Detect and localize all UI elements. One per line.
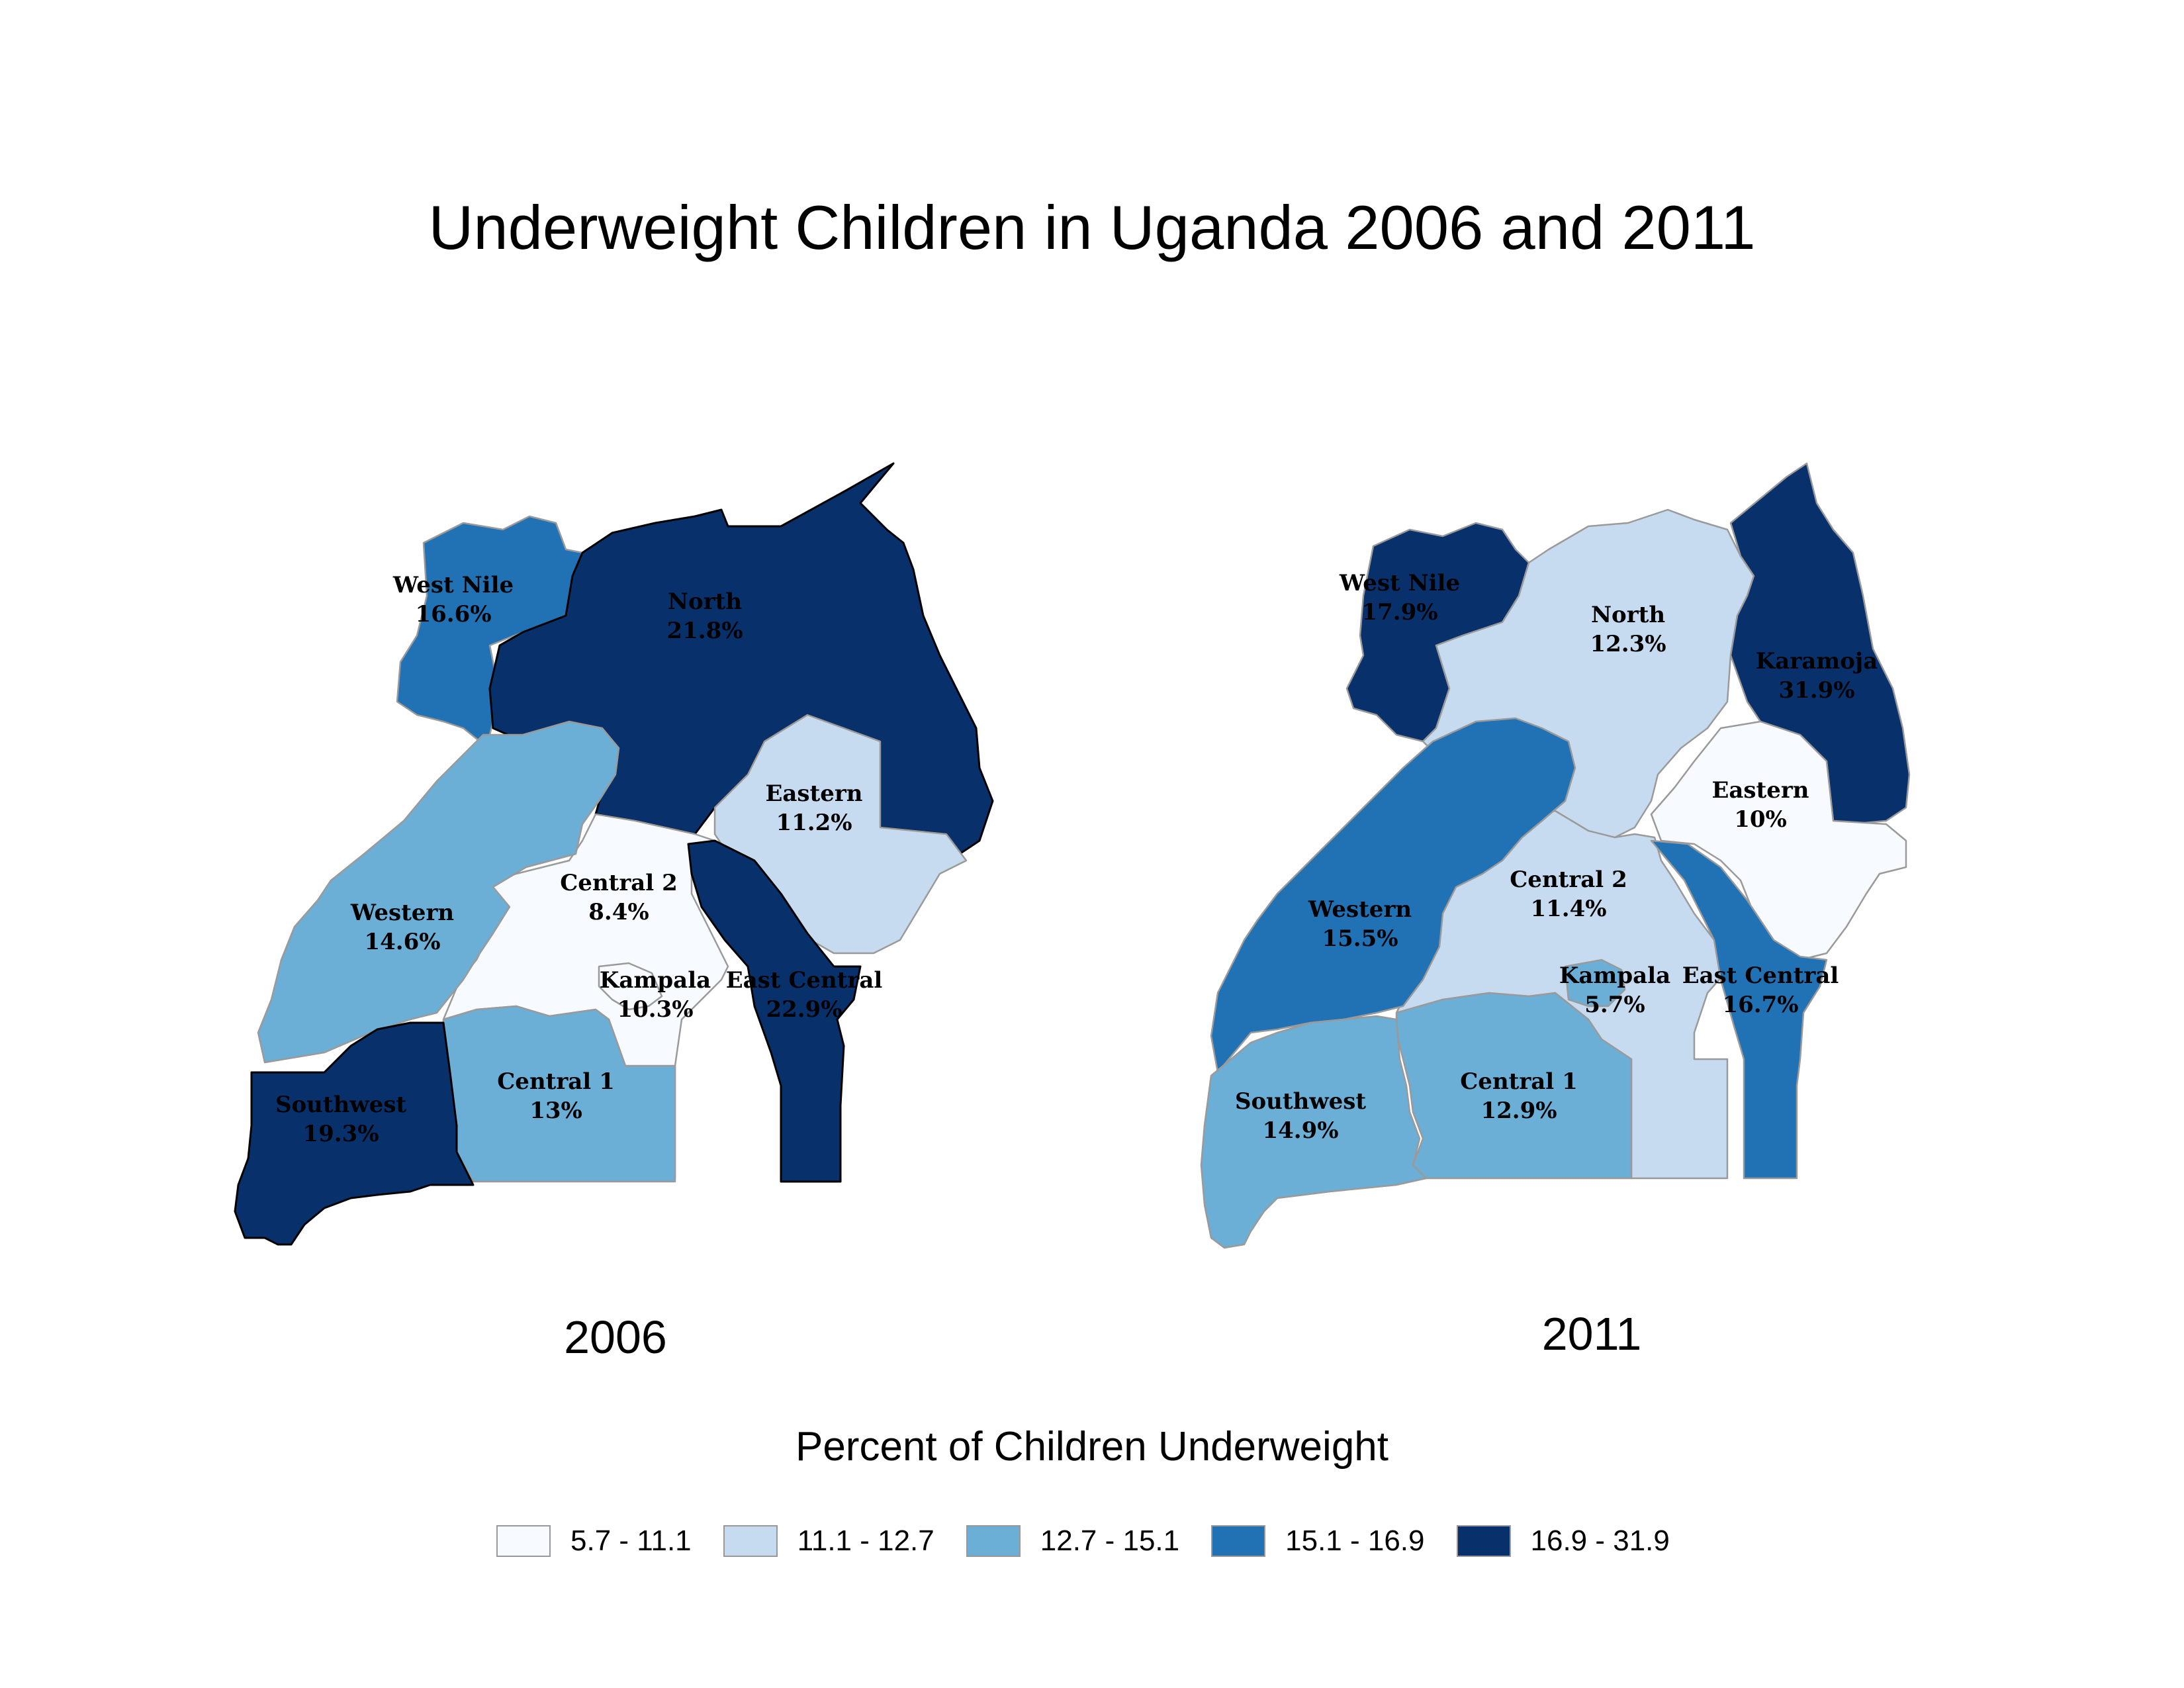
legend-label: 15.1 - 16.9	[1285, 1524, 1425, 1557]
region-value-label: 12.3%	[1590, 631, 1666, 657]
region-name-label: North	[668, 588, 742, 615]
chart-title: Underweight Children in Uganda 2006 and …	[428, 193, 1756, 262]
region-name-label: East Central	[1682, 962, 1839, 989]
region-name-label: North	[1591, 602, 1665, 628]
region-value-label: 14.6%	[364, 929, 440, 955]
region-value-label: 14.9%	[1262, 1117, 1338, 1144]
legend-swatch	[1211, 1525, 1266, 1557]
region-kampala-2006	[598, 962, 663, 1011]
legend-label: 5.7 - 11.1	[570, 1524, 692, 1557]
region-central-1-2011	[1395, 992, 1633, 1180]
region-value-label: 8.4%	[588, 899, 649, 925]
legend-item: 15.1 - 16.9	[1211, 1524, 1425, 1558]
region-name-label: Eastern	[765, 780, 862, 807]
region-eastern-2011	[1650, 720, 1907, 961]
region-value-label: 13%	[529, 1098, 582, 1124]
legend-item: 5.7 - 11.1	[496, 1524, 692, 1558]
legend-title: Percent of Children Underweight	[795, 1424, 1389, 1470]
region-value-label: 16.7%	[1722, 992, 1798, 1018]
region-value-label: 10%	[1734, 806, 1787, 833]
legend-label: 16.9 - 31.9	[1530, 1524, 1670, 1557]
legend-item: 16.9 - 31.9	[1456, 1524, 1670, 1558]
region-western-2011	[1210, 717, 1576, 1074]
region-name-label: Central 1	[1460, 1068, 1577, 1095]
region-karamoja-2011	[1729, 462, 1911, 825]
map-2011-label: 2011	[1541, 1308, 1642, 1360]
region-value-label: 11.2%	[776, 810, 852, 836]
region-value-label: 5.7%	[1584, 992, 1645, 1018]
region-name-label: West Nile	[392, 572, 514, 598]
legend-swatch	[1456, 1525, 1511, 1557]
region-name-label: Central 2	[560, 870, 677, 896]
region-name-label: Kampala	[1559, 962, 1670, 989]
legend: 5.7 - 11.1 11.1 - 12.7 12.7 - 15.1 15.1 - 1…	[496, 1523, 1702, 1560]
region-value-label: 17.9%	[1361, 599, 1437, 626]
region-value-label: 10.3%	[617, 996, 693, 1023]
region-value-label: 11.4%	[1530, 896, 1606, 922]
region-value-label: 31.9%	[1778, 677, 1854, 704]
map-2006-label: 2006	[564, 1311, 667, 1363]
region-name-label: Southwest	[1235, 1088, 1366, 1115]
region-name-label: Central 1	[497, 1068, 614, 1095]
region-name-label: Eastern	[1711, 777, 1809, 804]
legend-item: 12.7 - 15.1	[966, 1524, 1179, 1558]
region-value-label: 21.8%	[666, 618, 743, 644]
region-name-label: Kampala	[600, 967, 711, 994]
region-east-central-2006	[687, 839, 862, 1183]
legend-label: 11.1 - 12.7	[797, 1524, 934, 1557]
region-value-label: 19.3%	[302, 1121, 379, 1147]
region-name-label: Western	[1308, 896, 1412, 923]
region-southwest-2006	[234, 1021, 475, 1246]
legend-swatch	[966, 1525, 1021, 1557]
region-kampala-2011	[1564, 959, 1626, 1008]
region-southwest-2011	[1200, 1015, 1428, 1249]
legend-item: 11.1 - 12.7	[723, 1524, 934, 1558]
region-name-label: Southwest	[275, 1092, 406, 1118]
region-name-label: East Central	[726, 967, 883, 994]
region-western-2006	[257, 720, 620, 1064]
region-value-label: 16.6%	[415, 601, 491, 628]
region-name-label: West Nile	[1339, 570, 1460, 596]
region-name-label: Western	[350, 900, 454, 926]
region-east-central-2011	[1650, 839, 1828, 1180]
legend-swatch	[723, 1525, 778, 1557]
map-2006: West Nile 16.6% North 21.8% Eastern 11.2% Cent…	[234, 462, 994, 1246]
region-value-label: 15.5%	[1322, 925, 1398, 952]
region-name-label: Central 2	[1510, 867, 1627, 893]
legend-label: 12.7 - 15.1	[1040, 1524, 1180, 1557]
region-name-label: Karamoja	[1756, 648, 1878, 675]
region-value-label: 12.9%	[1480, 1098, 1557, 1124]
legend-swatch	[496, 1525, 551, 1557]
region-value-label: 22.9%	[766, 996, 842, 1023]
